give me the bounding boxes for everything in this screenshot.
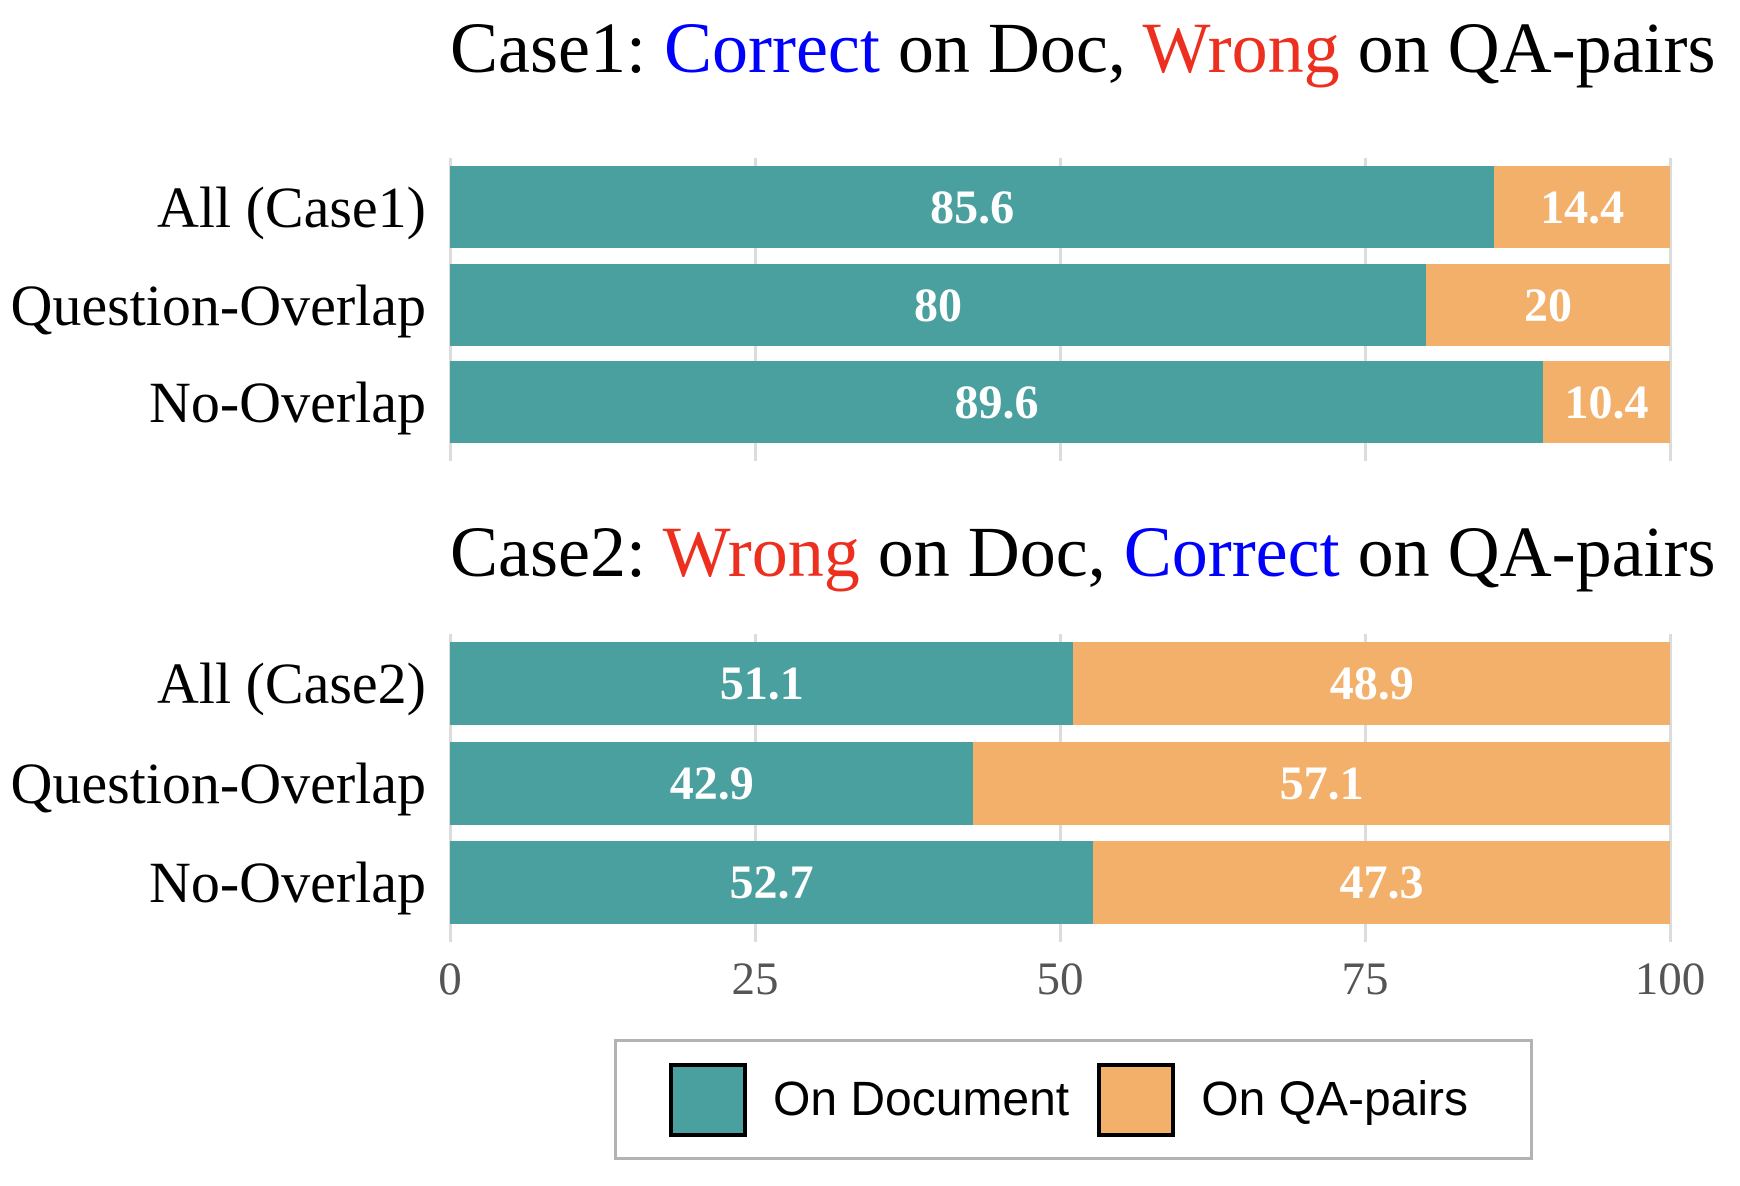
category-label-No-Overlap: No-Overlap <box>148 369 426 435</box>
x-axis-tick-label-75: 75 <box>1341 953 1389 1005</box>
bar-value-label: 47.3 <box>1339 856 1424 909</box>
chart1-title: Case1: Correct on Doc, Wrong on QA-pairs <box>450 8 1716 89</box>
chart1-plot-area: 85.6 14.4 All (Case1) 80 20 Question-Overlap 8… <box>10 158 1672 461</box>
chart2-title-segment-0: Case2: <box>450 512 663 592</box>
x-axis-tick-label-100: 100 <box>1634 953 1706 1005</box>
bar-segment-On QA-pairs: 20 <box>1426 264 1670 346</box>
bar-value-label: 57.1 <box>1279 757 1364 810</box>
x-axis-tick-label-50: 50 <box>1036 953 1084 1005</box>
gridline-100 <box>1668 634 1672 932</box>
bar-value-label: 20 <box>1524 278 1572 332</box>
bar-value-label: 80 <box>914 278 962 332</box>
chart2-title-segment-4: on QA-pairs <box>1339 512 1716 592</box>
legend-label: On QA-pairs <box>1201 1073 1468 1126</box>
bar-segment-On Document: 89.6 <box>450 361 1544 443</box>
gridline-100 <box>1668 158 1672 451</box>
bar-segment-On Document: 80 <box>450 264 1426 346</box>
category-label-All (Case1): All (Case1) <box>157 174 426 240</box>
bar-value-label: 51.1 <box>719 657 804 710</box>
bar-segment-On Document: 51.1 <box>450 642 1074 725</box>
chart1-title-segment-0: Case1: <box>450 8 664 88</box>
x-axis-tick-25 <box>753 451 757 461</box>
x-axis-tick-label-25: 25 <box>731 953 779 1005</box>
bar-value-label: 10.4 <box>1564 375 1649 429</box>
bar-value-label: 52.7 <box>729 856 814 909</box>
bar-row-Question-Overlap: 42.9 57.1 <box>450 742 1670 825</box>
legend-label: On Document <box>773 1073 1070 1126</box>
bar-value-label: 42.9 <box>669 757 754 810</box>
x-axis-tick-100 <box>1668 451 1672 461</box>
bar-value-label: 89.6 <box>954 375 1039 429</box>
x-axis-tick-75 <box>1363 932 1367 942</box>
legend-swatch-orange <box>1097 1062 1176 1137</box>
legend-entry-On Document: On Document <box>669 1062 1070 1137</box>
bar-segment-On QA-pairs: 48.9 <box>1073 642 1670 725</box>
bar-value-label: 48.9 <box>1329 657 1414 710</box>
x-axis-tick-25 <box>753 932 757 942</box>
bar-row-All (Case2): 51.1 48.9 <box>450 642 1670 725</box>
legend: On Document On QA-pairs <box>614 1039 1533 1160</box>
chart2-title-segment-1: Wrong <box>662 512 860 592</box>
legend-entry-On QA-pairs: On QA-pairs <box>1097 1062 1468 1137</box>
chart2-plot-area: 51.1 48.9 All (Case2) 42.9 57.1 Question-Over… <box>10 634 1705 1005</box>
bar-segment-On Document: 42.9 <box>450 742 974 825</box>
chart2-title-segment-2: on Doc, <box>859 512 1124 592</box>
legend-swatch-teal <box>669 1062 747 1137</box>
bar-segment-On QA-pairs: 10.4 <box>1543 361 1670 443</box>
bar-row-All (Case1): 85.6 14.4 <box>450 166 1670 248</box>
chart2-title-segment-3: Correct <box>1123 512 1340 592</box>
bar-value-label: 85.6 <box>930 180 1015 234</box>
x-axis-tick-100 <box>1668 932 1672 942</box>
chart1-title-segment-3: Wrong <box>1142 8 1340 88</box>
category-label-Question-Overlap: Question-Overlap <box>10 272 426 338</box>
bar-segment-On Document: 52.7 <box>450 841 1093 924</box>
chart1-title-segment-2: on Doc, <box>879 8 1143 88</box>
x-axis-tick-50 <box>1058 932 1062 942</box>
x-axis-tick-label-0: 0 <box>438 953 462 1005</box>
x-axis-tick-0 <box>448 932 452 942</box>
bar-segment-On Document: 85.6 <box>450 166 1495 248</box>
bar-segment-On QA-pairs: 57.1 <box>973 742 1670 825</box>
chart1-title-segment-1: Correct <box>663 8 880 88</box>
bar-row-Question-Overlap: 80 20 <box>450 264 1670 346</box>
bar-segment-On QA-pairs: 47.3 <box>1092 841 1670 924</box>
category-label-All (Case2): All (Case2) <box>157 651 426 716</box>
chart2-title: Case2: Wrong on Doc, Correct on QA-pairs <box>450 512 1716 593</box>
chart1-title-segment-4: on QA-pairs <box>1339 8 1716 88</box>
bar-value-label: 14.4 <box>1540 180 1625 234</box>
bar-row-No-Overlap: 52.7 47.3 <box>450 841 1670 924</box>
bar-row-No-Overlap: 89.6 10.4 <box>450 361 1670 443</box>
category-label-No-Overlap: No-Overlap <box>148 850 426 915</box>
category-label-Question-Overlap: Question-Overlap <box>10 751 426 816</box>
x-axis-tick-0 <box>448 451 452 461</box>
x-axis-tick-75 <box>1363 451 1367 461</box>
x-axis-tick-50 <box>1058 451 1062 461</box>
bar-segment-On QA-pairs: 14.4 <box>1494 166 1670 248</box>
